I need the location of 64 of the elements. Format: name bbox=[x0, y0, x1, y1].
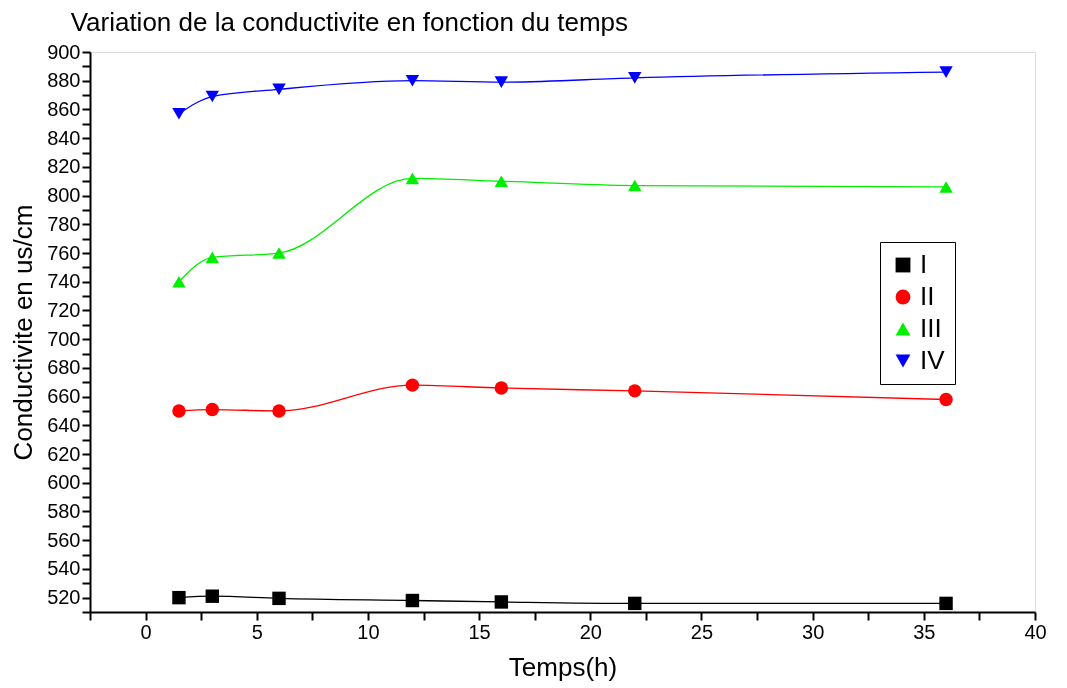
y-tick-label: 540 bbox=[47, 557, 81, 580]
point bbox=[272, 83, 286, 96]
x-tick-label: 35 bbox=[913, 620, 936, 643]
legend-label: III bbox=[920, 313, 942, 343]
y-tick-label: 820 bbox=[47, 155, 81, 178]
point bbox=[628, 596, 642, 611]
point bbox=[205, 589, 219, 603]
point bbox=[172, 590, 186, 605]
x-tick-label: 10 bbox=[357, 620, 380, 643]
point bbox=[172, 107, 186, 120]
y-tick-label: 780 bbox=[47, 212, 81, 235]
chart-title: Variation de la conductivite en fonction du temps bbox=[70, 7, 629, 37]
y-tick-label: 720 bbox=[47, 298, 81, 321]
point bbox=[939, 392, 953, 407]
y-tick-label: 520 bbox=[47, 586, 81, 609]
point bbox=[205, 251, 219, 264]
point bbox=[272, 591, 286, 606]
point bbox=[628, 384, 642, 398]
point bbox=[494, 381, 509, 395]
legend-label: IV bbox=[920, 345, 946, 375]
point bbox=[272, 404, 286, 418]
point bbox=[172, 275, 186, 288]
y-tick-label: 680 bbox=[47, 356, 81, 379]
legend-label: I bbox=[920, 249, 928, 279]
point bbox=[272, 247, 286, 259]
y-tick-label: 760 bbox=[47, 241, 81, 264]
y-tick-label: 800 bbox=[47, 184, 81, 207]
y-tick-label: 900 bbox=[47, 40, 81, 63]
x-tick-label: 40 bbox=[1024, 620, 1047, 643]
x-tick-label: 5 bbox=[251, 620, 263, 643]
y-tick-label: 600 bbox=[47, 471, 81, 494]
x-tick-label: 20 bbox=[579, 620, 602, 643]
point bbox=[494, 595, 509, 609]
x-axis-title: Temps(h) bbox=[508, 651, 618, 682]
point bbox=[405, 172, 420, 185]
y-tick-label: 640 bbox=[47, 413, 81, 436]
y-tick-label: 700 bbox=[47, 327, 81, 350]
point bbox=[939, 66, 953, 78]
y-tick-label: 880 bbox=[47, 69, 81, 92]
point bbox=[205, 90, 219, 103]
point bbox=[494, 76, 509, 88]
y-tick-label: 860 bbox=[47, 97, 81, 120]
point bbox=[205, 402, 219, 417]
legend-label: II bbox=[920, 281, 935, 311]
y-tick-label: 620 bbox=[47, 442, 81, 465]
y-tick-label: 740 bbox=[47, 270, 81, 293]
x-tick-label: 25 bbox=[690, 620, 714, 643]
point bbox=[628, 179, 642, 192]
y-tick-label: 560 bbox=[47, 528, 81, 551]
y-tick-label: 660 bbox=[47, 385, 81, 408]
point bbox=[628, 72, 642, 84]
x-tick-label: 15 bbox=[468, 620, 491, 643]
point bbox=[405, 74, 420, 87]
point bbox=[939, 596, 953, 611]
point bbox=[939, 181, 953, 193]
y-tick-label: 580 bbox=[47, 499, 81, 522]
point bbox=[405, 593, 420, 608]
point bbox=[405, 378, 420, 392]
x-tick-label: 30 bbox=[802, 620, 825, 643]
y-tick-label: 840 bbox=[47, 126, 81, 149]
point bbox=[494, 175, 509, 188]
point bbox=[172, 404, 186, 418]
x-tick-label: 0 bbox=[140, 620, 152, 643]
y-axis-title: Conductivite en us/cm bbox=[8, 204, 39, 461]
